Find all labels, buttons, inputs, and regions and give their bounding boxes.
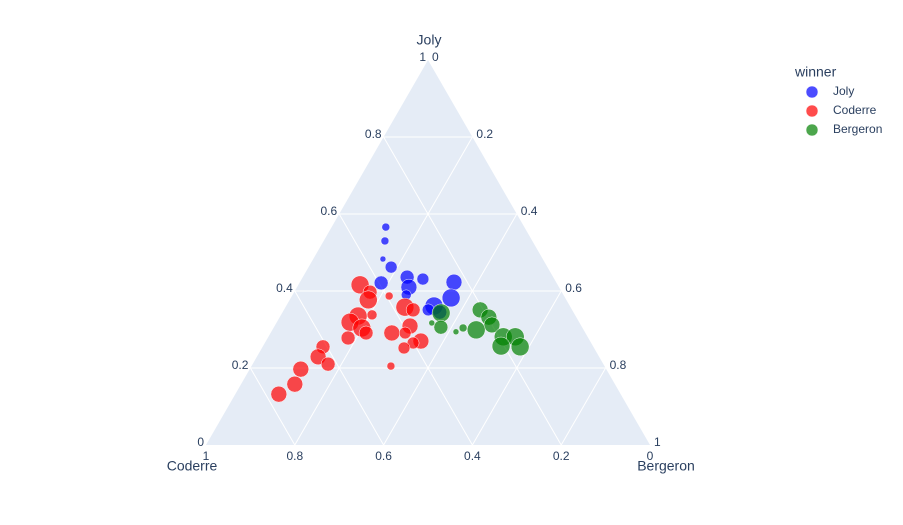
point [441, 288, 461, 308]
point [340, 330, 356, 346]
b-tick-label: 0.8 [286, 449, 303, 463]
point [286, 375, 304, 393]
point [416, 272, 430, 286]
legend-label[interactable]: Joly [833, 84, 854, 98]
point [433, 319, 449, 335]
legend-marker[interactable] [805, 123, 819, 137]
legend-marker[interactable] [805, 85, 819, 99]
grid-line [471, 290, 562, 446]
point [398, 326, 412, 340]
point [445, 273, 463, 291]
point [405, 302, 421, 318]
b-tick-label: 0.2 [553, 449, 570, 463]
point [270, 385, 288, 403]
b-tick-label: 0.4 [464, 449, 481, 463]
c-tick-label: 0 [432, 50, 439, 64]
grid-line [383, 213, 518, 446]
a-tick-label: 0 [197, 435, 204, 449]
b-axis-title: Coderre [167, 458, 218, 474]
point [466, 320, 486, 340]
legend-label[interactable]: Coderre [833, 103, 877, 117]
point [320, 356, 336, 372]
a-tick-label: 1 [419, 50, 426, 64]
legend-title: winner [794, 64, 837, 80]
a-tick-label: 0.6 [321, 204, 338, 218]
point [379, 255, 387, 263]
point [431, 303, 451, 323]
point [458, 323, 468, 333]
c-tick-label: 0.4 [521, 204, 538, 218]
grid-line [560, 367, 607, 446]
point [373, 275, 389, 291]
c-tick-label: 0.2 [476, 127, 493, 141]
legend-marker[interactable] [805, 104, 819, 118]
grid-line [249, 367, 296, 446]
a-tick-label: 0.2 [232, 358, 249, 372]
grid-line [294, 136, 473, 446]
tick-labels: 00.20.40.60.8100.20.40.60.8100.20.40.60.… [197, 50, 661, 463]
c-tick-label: 0.6 [565, 281, 582, 295]
point [381, 222, 391, 232]
a-tick-label: 0.4 [276, 281, 293, 295]
point [384, 291, 394, 301]
legend: Joly Coderre Bergeron [805, 84, 882, 137]
point [358, 325, 374, 341]
b-tick-label: 1 [203, 449, 210, 463]
a-tick-label: 0.8 [365, 127, 382, 141]
ternary-background [206, 60, 650, 445]
point [397, 341, 411, 355]
point [383, 324, 401, 342]
point [292, 360, 310, 378]
c-tick-label: 1 [654, 435, 661, 449]
points [270, 222, 530, 403]
c-tick-label: 0.8 [610, 358, 627, 372]
point [384, 260, 398, 274]
point [386, 361, 396, 371]
point [510, 337, 530, 357]
point [428, 319, 436, 327]
point [491, 336, 511, 356]
point [452, 328, 460, 336]
point [359, 290, 378, 310]
point [380, 236, 390, 246]
legend-label[interactable]: Bergeron [833, 122, 882, 136]
c-axis-title: Bergeron [637, 458, 695, 474]
point [366, 309, 378, 321]
b-tick-label: 0.6 [375, 449, 392, 463]
b-tick-label: 0 [647, 449, 654, 463]
a-axis-title: Joly [417, 32, 442, 48]
